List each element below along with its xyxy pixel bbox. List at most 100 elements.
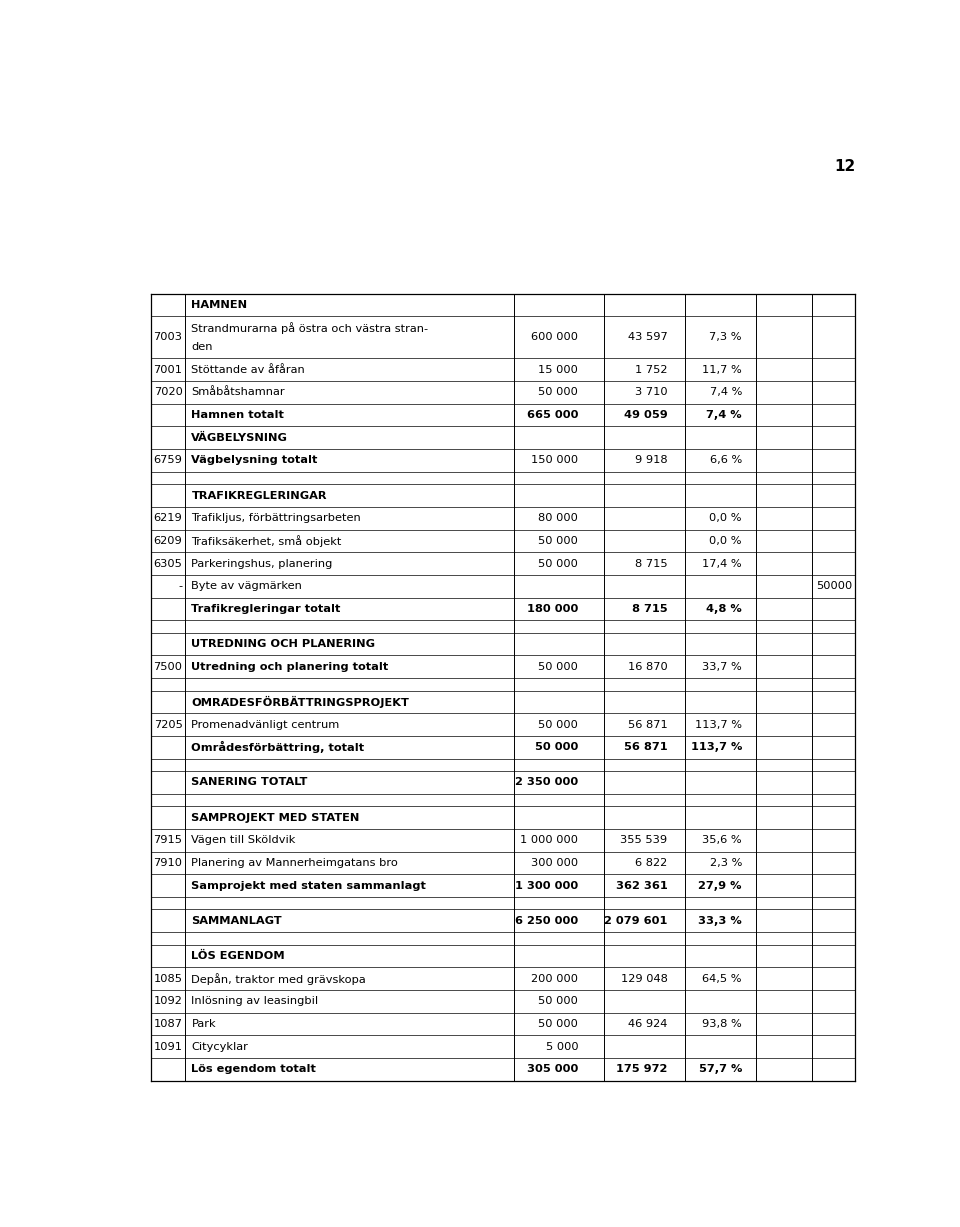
Text: 93,8 %: 93,8 % (702, 1018, 742, 1029)
Text: SAMPROJEKT MED STATEN: SAMPROJEKT MED STATEN (191, 812, 360, 822)
Text: 6 250 000: 6 250 000 (516, 915, 578, 926)
Text: Småbåtshamnar: Småbåtshamnar (191, 388, 285, 398)
Text: 200 000: 200 000 (531, 974, 578, 984)
Text: Inlösning av leasingbil: Inlösning av leasingbil (191, 996, 319, 1006)
Text: 4,8 %: 4,8 % (707, 604, 742, 614)
Text: Områdesförbättring, totalt: Områdesförbättring, totalt (191, 741, 365, 753)
Text: Trafikljus, förbättringsarbeten: Trafikljus, förbättringsarbeten (191, 513, 361, 523)
Text: 0,0 %: 0,0 % (709, 536, 742, 546)
Text: 5 000: 5 000 (545, 1042, 578, 1052)
Text: 0,0 %: 0,0 % (709, 513, 742, 523)
Text: 1091: 1091 (154, 1042, 182, 1052)
Text: 355 539: 355 539 (620, 836, 667, 845)
Text: 6759: 6759 (154, 455, 182, 465)
Text: Planering av Mannerheimgatans bro: Planering av Mannerheimgatans bro (191, 858, 398, 867)
Text: Lös egendom totalt: Lös egendom totalt (191, 1064, 316, 1075)
Text: 64,5 %: 64,5 % (703, 974, 742, 984)
Text: 362 361: 362 361 (615, 881, 667, 891)
Text: LÖS EGENDOM: LÖS EGENDOM (191, 951, 285, 961)
Text: 49 059: 49 059 (624, 410, 667, 420)
Text: 12: 12 (834, 158, 855, 173)
Text: 175 972: 175 972 (616, 1064, 667, 1075)
Text: 9 918: 9 918 (635, 455, 667, 465)
Text: 7500: 7500 (154, 661, 182, 671)
Text: Strandmurarna på östra och västra stran-: Strandmurarna på östra och västra stran- (191, 323, 428, 334)
Text: Trafiksäkerhet, små objekt: Trafiksäkerhet, små objekt (191, 535, 342, 547)
Text: SANERING TOTALT: SANERING TOTALT (191, 778, 308, 788)
Text: 50 000: 50 000 (539, 996, 578, 1006)
Text: 6,6 %: 6,6 % (709, 455, 742, 465)
Text: 50 000: 50 000 (539, 558, 578, 568)
Text: 43 597: 43 597 (628, 333, 667, 342)
Text: Parkeringshus, planering: Parkeringshus, planering (191, 558, 333, 568)
Text: 50000: 50000 (816, 582, 852, 591)
Text: 57,7 %: 57,7 % (699, 1064, 742, 1075)
Text: 7,3 %: 7,3 % (709, 333, 742, 342)
Text: Hamnen totalt: Hamnen totalt (191, 410, 284, 420)
Text: 300 000: 300 000 (531, 858, 578, 867)
Text: 50 000: 50 000 (539, 719, 578, 730)
Text: 2 350 000: 2 350 000 (516, 778, 578, 788)
Text: Vägen till Sköldvik: Vägen till Sköldvik (191, 836, 296, 845)
Text: 33,3 %: 33,3 % (698, 915, 742, 926)
Text: 11,7 %: 11,7 % (702, 364, 742, 374)
Text: 1 752: 1 752 (636, 364, 667, 374)
Text: 180 000: 180 000 (527, 604, 578, 614)
Text: 665 000: 665 000 (527, 410, 578, 420)
Text: Utredning och planering totalt: Utredning och planering totalt (191, 661, 389, 671)
Text: -: - (179, 582, 182, 591)
Text: 6219: 6219 (154, 513, 182, 523)
Text: 56 871: 56 871 (628, 719, 667, 730)
Text: 6 822: 6 822 (636, 858, 667, 867)
Text: Depån, traktor med grävskopa: Depån, traktor med grävskopa (191, 973, 366, 984)
Text: 35,6 %: 35,6 % (703, 836, 742, 845)
Text: 2,3 %: 2,3 % (709, 858, 742, 867)
Text: Promenadvänligt centrum: Promenadvänligt centrum (191, 719, 340, 730)
Text: 113,7 %: 113,7 % (690, 742, 742, 752)
Text: 27,9 %: 27,9 % (699, 881, 742, 891)
Text: Trafikregleringar totalt: Trafikregleringar totalt (191, 604, 341, 614)
Text: 113,7 %: 113,7 % (695, 719, 742, 730)
Text: 50 000: 50 000 (539, 536, 578, 546)
Text: 1087: 1087 (154, 1018, 182, 1029)
Text: 1 300 000: 1 300 000 (516, 881, 578, 891)
Text: Vägbelysning totalt: Vägbelysning totalt (191, 455, 318, 465)
Text: den: den (191, 341, 213, 352)
Text: 8 715: 8 715 (635, 558, 667, 568)
Text: 1085: 1085 (154, 974, 182, 984)
Text: 305 000: 305 000 (527, 1064, 578, 1075)
Text: 80 000: 80 000 (539, 513, 578, 523)
Text: 7910: 7910 (154, 858, 182, 867)
Text: 50 000: 50 000 (539, 661, 578, 671)
Text: SAMMANLAGT: SAMMANLAGT (191, 915, 282, 926)
Text: 600 000: 600 000 (531, 333, 578, 342)
Text: 6209: 6209 (154, 536, 182, 546)
Text: 56 871: 56 871 (624, 742, 667, 752)
Text: 2 079 601: 2 079 601 (604, 915, 667, 926)
Text: 3 710: 3 710 (635, 388, 667, 398)
Text: 17,4 %: 17,4 % (703, 558, 742, 568)
Text: Samprojekt med staten sammanlagt: Samprojekt med staten sammanlagt (191, 881, 426, 891)
Text: UTREDNING OCH PLANERING: UTREDNING OCH PLANERING (191, 639, 375, 649)
Text: 50 000: 50 000 (539, 388, 578, 398)
Text: 1 000 000: 1 000 000 (520, 836, 578, 845)
Text: 33,7 %: 33,7 % (702, 661, 742, 671)
Text: 150 000: 150 000 (531, 455, 578, 465)
Text: 7,4 %: 7,4 % (707, 410, 742, 420)
Text: 7915: 7915 (154, 836, 182, 845)
Text: 15 000: 15 000 (539, 364, 578, 374)
Text: 6305: 6305 (154, 558, 182, 568)
Text: 50 000: 50 000 (535, 742, 578, 752)
Text: 7,4 %: 7,4 % (709, 388, 742, 398)
Text: 7001: 7001 (154, 364, 182, 374)
Text: 7020: 7020 (154, 388, 182, 398)
Text: Park: Park (191, 1018, 216, 1029)
Text: HAMNEN: HAMNEN (191, 301, 248, 310)
Text: 8 715: 8 715 (632, 604, 667, 614)
Text: Byte av vägmärken: Byte av vägmärken (191, 582, 302, 591)
Text: 16 870: 16 870 (628, 661, 667, 671)
Text: 129 048: 129 048 (621, 974, 667, 984)
Text: TRAFIKREGLERINGAR: TRAFIKREGLERINGAR (191, 491, 327, 501)
Text: OMRÄDESFÖRBÄTTRINGSPROJEKT: OMRÄDESFÖRBÄTTRINGSPROJEKT (191, 696, 409, 708)
Text: 7205: 7205 (154, 719, 182, 730)
